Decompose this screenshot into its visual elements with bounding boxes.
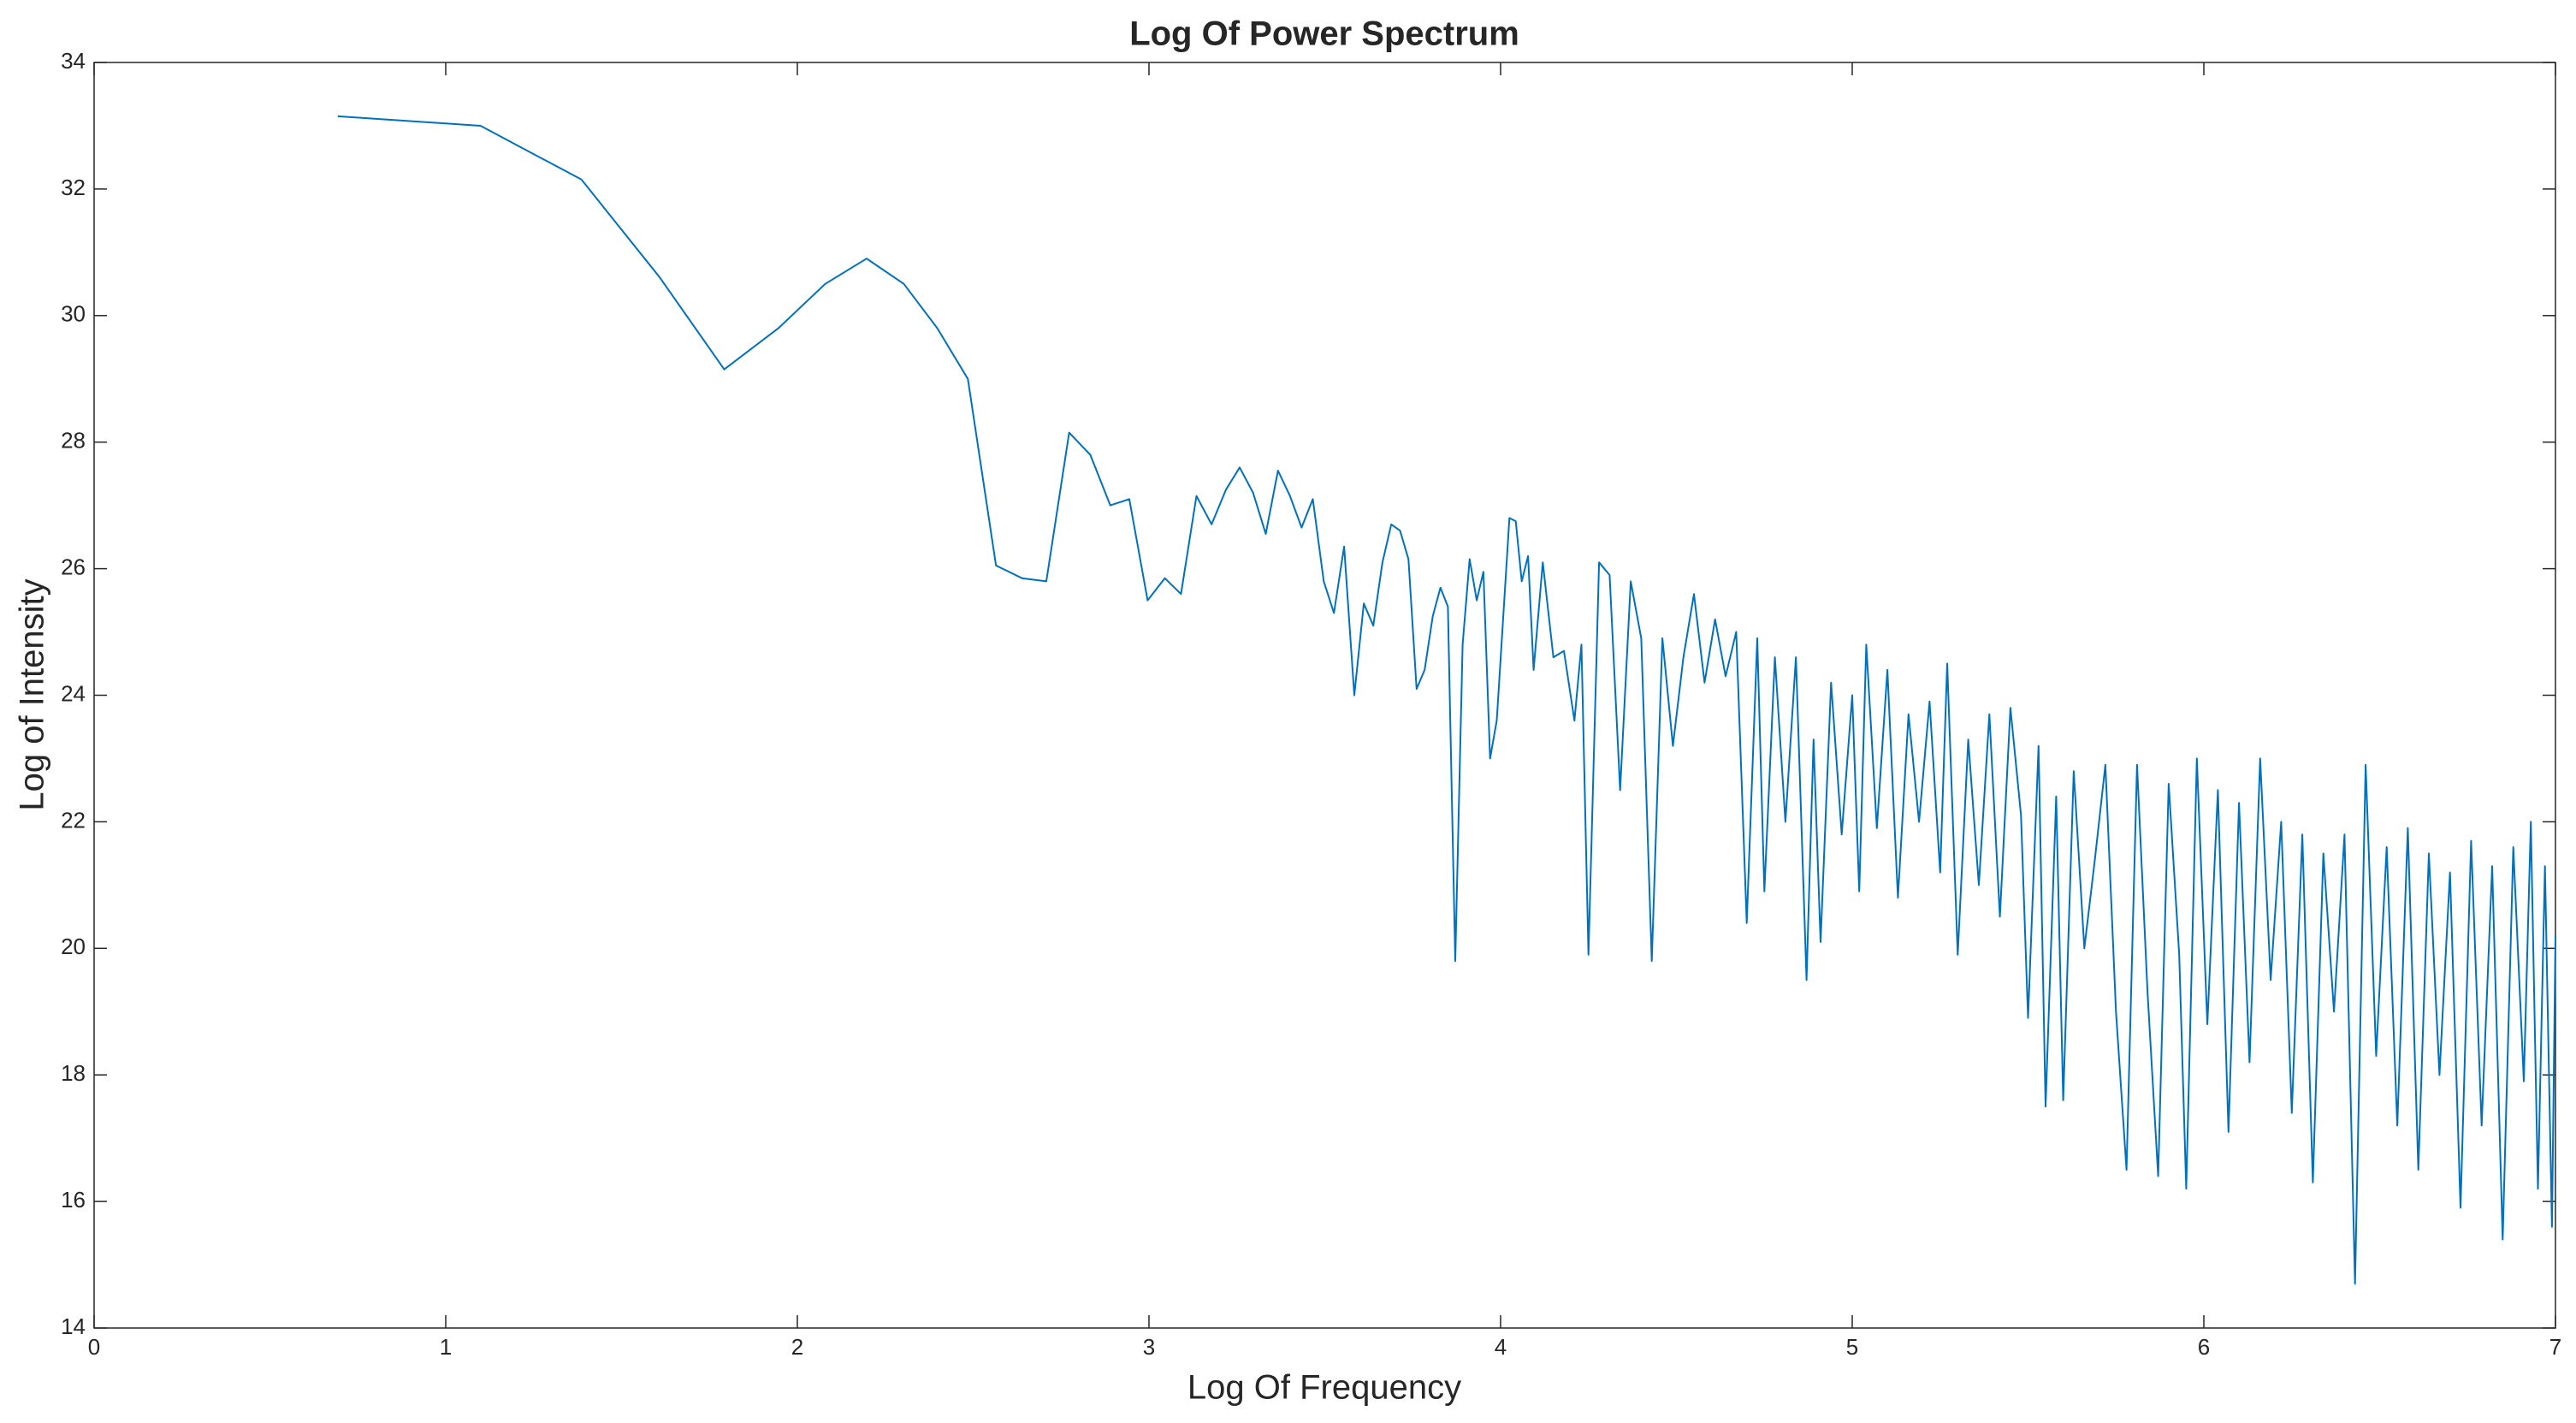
y-tick-label: 34	[61, 48, 86, 74]
data-line	[337, 115, 2556, 1285]
y-tick-label: 14	[61, 1313, 86, 1339]
y-tick-label: 16	[61, 1187, 86, 1213]
x-tick-label: 6	[2198, 1334, 2210, 1360]
x-tick-label: 2	[791, 1334, 803, 1360]
x-tick-label: 1	[440, 1334, 452, 1360]
y-tick-label: 20	[61, 934, 86, 959]
y-tick-label: 26	[61, 554, 86, 579]
y-tick-label: 30	[61, 301, 86, 327]
x-tick-label: 7	[2549, 1334, 2561, 1360]
x-tick-label: 3	[1143, 1334, 1155, 1360]
y-tick-label: 32	[61, 175, 86, 200]
x-tick-label: 0	[88, 1334, 100, 1360]
y-tick-label: 18	[61, 1060, 86, 1086]
y-tick-label: 24	[61, 680, 86, 706]
x-axis-label: Log Of Frequency	[1187, 1369, 1461, 1407]
x-tick-label: 4	[1495, 1334, 1507, 1360]
chart-title: Log Of Power Spectrum	[1129, 15, 1519, 53]
y-tick-label: 22	[61, 807, 86, 833]
y-axis-label: Log of Intensity	[14, 578, 51, 810]
y-tick-label: 28	[61, 428, 86, 454]
x-tick-label: 5	[1846, 1334, 1858, 1360]
